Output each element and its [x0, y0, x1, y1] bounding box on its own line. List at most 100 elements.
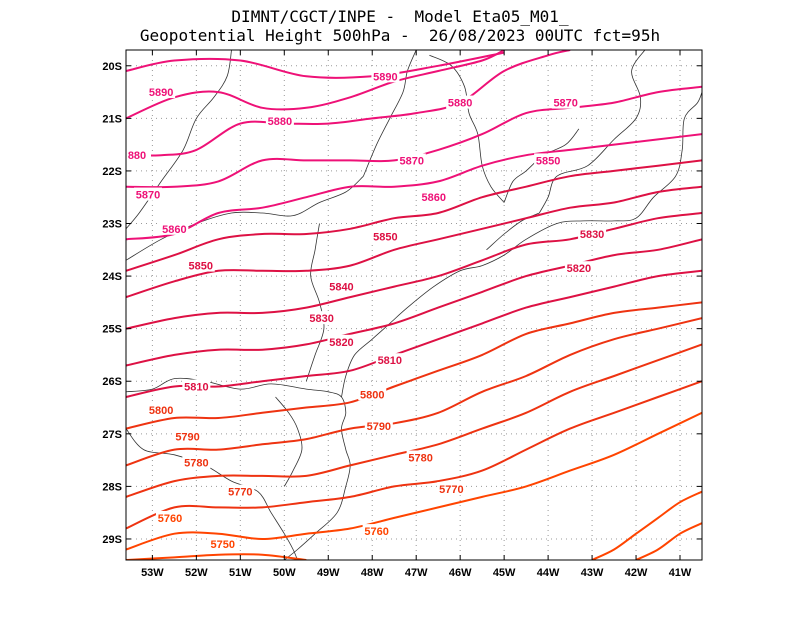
- contour-label: 5830: [309, 313, 333, 325]
- contour-label: 880: [128, 150, 146, 162]
- coastline-segment: [363, 50, 417, 177]
- contour-5750: [126, 553, 307, 560]
- contour-5890: [126, 51, 505, 79]
- x-tick-label: 43W: [581, 567, 604, 579]
- contour-label-bg: [578, 227, 607, 241]
- contour-label-bg: [437, 482, 466, 496]
- contour-5800: [126, 301, 702, 430]
- contour-5740: [635, 522, 702, 560]
- contour-label: 5810: [184, 381, 208, 393]
- contour-5760: [126, 411, 702, 551]
- x-axis: 53W 52W 51W 50W 49W 48W 47W 46W 45W 44W 43W 42W 41W: [141, 50, 692, 579]
- contour-label-bg: [375, 353, 404, 367]
- contour-label-bg: [126, 148, 151, 162]
- contour-label: 5790: [175, 431, 199, 443]
- contour-label-bg: [564, 261, 593, 275]
- contour-label: 5860: [422, 192, 446, 204]
- chart-title-line-2: Geopotential Height 500hPa - 26/08/2023 …: [139, 26, 661, 45]
- x-tick-label: 41W: [669, 567, 692, 579]
- contour-label-bg: [182, 379, 211, 393]
- contour-label-bg: [155, 510, 184, 524]
- y-tick-label: 22S: [102, 166, 122, 178]
- contour-label: 5750: [210, 539, 234, 551]
- contour-5850: [126, 159, 702, 272]
- y-tick-label: 26S: [102, 376, 122, 388]
- coastline-segment: [275, 396, 303, 487]
- y-tick-label: 27S: [102, 429, 122, 441]
- x-tick-label: 42W: [625, 567, 648, 579]
- contour-label-bg: [182, 455, 211, 469]
- contour-label-bg: [186, 258, 215, 272]
- contour-label: 5770: [439, 484, 463, 496]
- contour-label-bg: [406, 450, 435, 464]
- coastline-segment: [341, 91, 702, 398]
- x-tick-label: 52W: [185, 567, 208, 579]
- x-tick-label: 47W: [405, 567, 428, 579]
- coastline-segment: [305, 223, 325, 382]
- contour-label: 5850: [373, 232, 397, 244]
- contour-label-bg: [362, 524, 391, 538]
- contour-label: 5760: [364, 526, 388, 538]
- plot-frame: [125, 49, 703, 561]
- x-tick-label: 46W: [449, 567, 472, 579]
- contour-5790: [126, 317, 702, 467]
- contour-5860: [126, 133, 702, 241]
- contour-label: 5830: [580, 229, 604, 241]
- y-tick-label: 21S: [102, 113, 122, 125]
- y-tick-label: 24S: [102, 271, 122, 283]
- y-tick-label: 20S: [102, 61, 122, 73]
- contour-label: 5850: [189, 261, 213, 273]
- y-tick-label: 23S: [102, 219, 122, 231]
- contour-label-layer: 5890 5890 5880 5870 5880 880 5870 5850 5870 5860 5…: [126, 69, 607, 551]
- x-tick-label: 45W: [493, 567, 516, 579]
- contour-label-bg: [364, 418, 393, 432]
- contour-label: 5820: [567, 263, 591, 275]
- contour-label-bg: [307, 311, 336, 325]
- contour-label: 5760: [158, 513, 182, 525]
- contour-5780: [126, 343, 702, 498]
- coastline-segment: [126, 50, 232, 230]
- contour-label: 5790: [367, 421, 391, 433]
- x-tick-label: 50W: [273, 567, 296, 579]
- contour-layer: [126, 50, 702, 560]
- y-tick-label: 25S: [102, 324, 122, 336]
- contour-label-bg: [173, 429, 202, 443]
- y-tick-label: 29S: [102, 534, 122, 546]
- contour-label-bg: [265, 113, 294, 127]
- contour-5810: [126, 269, 702, 398]
- contour-label-bg: [147, 85, 176, 99]
- x-tick-label: 44W: [537, 567, 560, 579]
- contour-label-bg: [133, 187, 162, 201]
- contour-label: 5890: [149, 87, 173, 99]
- contour-label: 5870: [136, 190, 160, 202]
- contour-5890: [126, 50, 505, 120]
- contour-label: 5860: [162, 224, 186, 236]
- y-tick-label: 28S: [102, 481, 122, 493]
- contour-5750: [591, 490, 702, 560]
- contour-label: 5810: [378, 355, 402, 367]
- contour-label: 5780: [184, 458, 208, 470]
- x-tick-label: 53W: [141, 567, 164, 579]
- contour-5840: [126, 185, 702, 299]
- contour-label-bg: [371, 229, 400, 243]
- contour-label: 5870: [400, 155, 424, 167]
- contour-label-bg: [419, 190, 448, 204]
- contour-label-bg: [397, 153, 426, 167]
- x-tick-label: 49W: [317, 567, 340, 579]
- contour-label: 5800: [360, 389, 384, 401]
- contour-label: 5850: [536, 155, 560, 167]
- contour-label-bg: [160, 221, 189, 235]
- contour-label-bg: [534, 153, 563, 167]
- contour-5830: [126, 212, 702, 330]
- contour-label: 5800: [149, 405, 173, 417]
- contour-label: 5820: [329, 337, 353, 349]
- contour-label: 5840: [329, 282, 353, 294]
- contour-label: 5890: [373, 71, 397, 83]
- y-axis: 20S 21S 22S 23S 24S 25S 26S 27S 28S 29S: [102, 61, 702, 546]
- contour-label: 5770: [228, 487, 252, 499]
- contour-label-bg: [327, 279, 356, 293]
- contour-label: 5780: [408, 452, 432, 464]
- contour-label-bg: [358, 387, 387, 401]
- contour-label-bg: [147, 403, 176, 417]
